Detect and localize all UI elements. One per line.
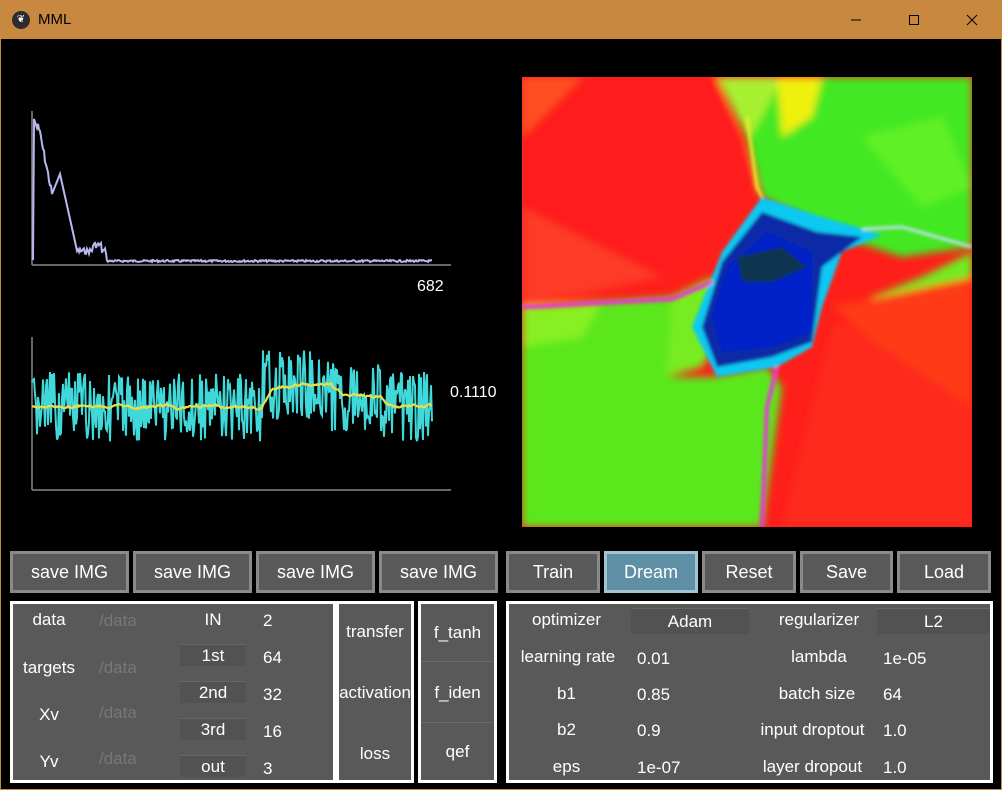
transfer-label: transfer [346, 622, 404, 641]
train-button[interactable]: Train [506, 551, 600, 593]
client-area: 682 0.1110 [1, 39, 1001, 789]
close-button[interactable] [943, 1, 1001, 39]
layer-2nd-size[interactable]: 32 [263, 685, 282, 704]
minimize-icon [851, 19, 861, 21]
loss-plot [31, 111, 451, 266]
accuracy-average-curve [31, 381, 432, 411]
targets-label: targets [23, 658, 75, 677]
regularizer-select[interactable]: L2 [877, 608, 990, 634]
title-bar[interactable]: ❦ MML [1, 1, 1001, 39]
layer-in-label: IN [204, 610, 222, 629]
layer-1st-button[interactable]: 1st [180, 644, 246, 666]
save-image-button-4[interactable]: save IMG [379, 551, 498, 593]
function-values-panel: f_tanh f_iden qef [418, 601, 497, 783]
dream-button[interactable]: Dream [604, 551, 698, 593]
save-button[interactable]: Save [800, 551, 893, 593]
activation-label: activation [339, 683, 411, 702]
load-button[interactable]: Load [897, 551, 991, 593]
xv-path-input[interactable]: /data [99, 703, 137, 722]
save-image-button-2[interactable]: save IMG [133, 551, 252, 593]
loss-label: loss [359, 744, 391, 763]
loss-curve [32, 118, 433, 264]
save-image-button-1[interactable]: save IMG [10, 551, 129, 593]
app-icon: ❦ [12, 11, 30, 29]
layer-out-button[interactable]: out [180, 755, 246, 777]
layer-dropout-input[interactable]: 1.0 [883, 758, 907, 777]
maximize-button[interactable] [885, 1, 943, 39]
b2-input[interactable]: 0.9 [637, 721, 661, 740]
eps-input[interactable]: 1e-07 [637, 758, 681, 777]
transfer-function-select[interactable]: f_tanh [421, 604, 494, 662]
layer-3rd-size[interactable]: 16 [263, 722, 282, 741]
data-label: data [32, 610, 66, 629]
layer-3rd-button[interactable]: 3rd [180, 718, 246, 740]
lambda-input[interactable]: 1e-05 [883, 649, 927, 668]
learning-rate-label: learning rate [520, 647, 616, 666]
function-labels-panel: transfer activation loss [336, 601, 414, 783]
lambda-label: lambda [791, 647, 847, 666]
layer-dropout-label: layer dropout [762, 757, 863, 776]
minimize-button[interactable] [827, 1, 885, 39]
yv-label: Yv [39, 752, 59, 771]
b2-label: b2 [557, 720, 576, 739]
close-icon [966, 14, 978, 26]
accuracy-curve [31, 350, 433, 442]
activation-function-select[interactable]: f_iden [421, 663, 494, 723]
targets-path-input[interactable]: /data [99, 658, 137, 677]
window-title: MML [38, 11, 72, 28]
batch-size-input[interactable]: 64 [883, 685, 902, 704]
accuracy-readout: 0.1110 [450, 384, 497, 401]
eps-label: eps [552, 757, 581, 776]
b1-label: b1 [557, 684, 576, 703]
loss-function-select[interactable]: qef [445, 742, 470, 761]
layer-1st-size[interactable]: 64 [263, 648, 282, 667]
yv-path-input[interactable]: /data [99, 749, 137, 768]
loss-readout: 682 [417, 278, 444, 295]
data-layers-panel: data targets Xv Yv /data /data /data /da… [10, 601, 336, 783]
regularizer-label: regularizer [778, 610, 860, 629]
input-dropout-input[interactable]: 1.0 [883, 721, 907, 740]
xv-label: Xv [39, 705, 59, 724]
reset-button[interactable]: Reset [702, 551, 796, 593]
optimizer-panel: optimizer Adam regularizer L2 learning r… [506, 601, 993, 783]
batch-size-label: batch size [778, 684, 856, 703]
action-toolbar: Train Dream Reset Save Load [506, 551, 991, 593]
layer-in-size[interactable]: 2 [263, 611, 273, 630]
optimizer-select[interactable]: Adam [631, 608, 749, 634]
save-image-toolbar: save IMG save IMG save IMG save IMG [10, 551, 502, 593]
layer-2nd-button[interactable]: 2nd [180, 681, 246, 703]
b1-input[interactable]: 0.85 [637, 685, 671, 704]
optimizer-label: optimizer [532, 610, 601, 629]
maximize-icon [909, 15, 919, 25]
save-image-button-3[interactable]: save IMG [256, 551, 375, 593]
data-path-input[interactable]: /data [99, 611, 137, 630]
learning-rate-input[interactable]: 0.01 [637, 649, 671, 668]
input-dropout-label: input droptout [760, 720, 865, 739]
layer-out-size[interactable]: 3 [263, 759, 273, 778]
accuracy-plot [31, 337, 451, 491]
decision-map [522, 77, 972, 527]
